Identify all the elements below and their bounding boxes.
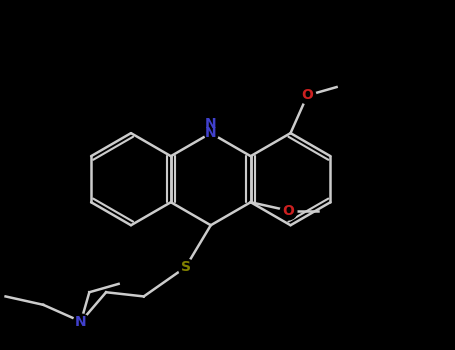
Text: N: N <box>75 315 87 329</box>
Text: O: O <box>301 89 313 103</box>
Text: N: N <box>205 117 217 131</box>
Text: S: S <box>181 260 191 274</box>
Text: O: O <box>283 204 294 218</box>
Text: N: N <box>205 126 217 140</box>
